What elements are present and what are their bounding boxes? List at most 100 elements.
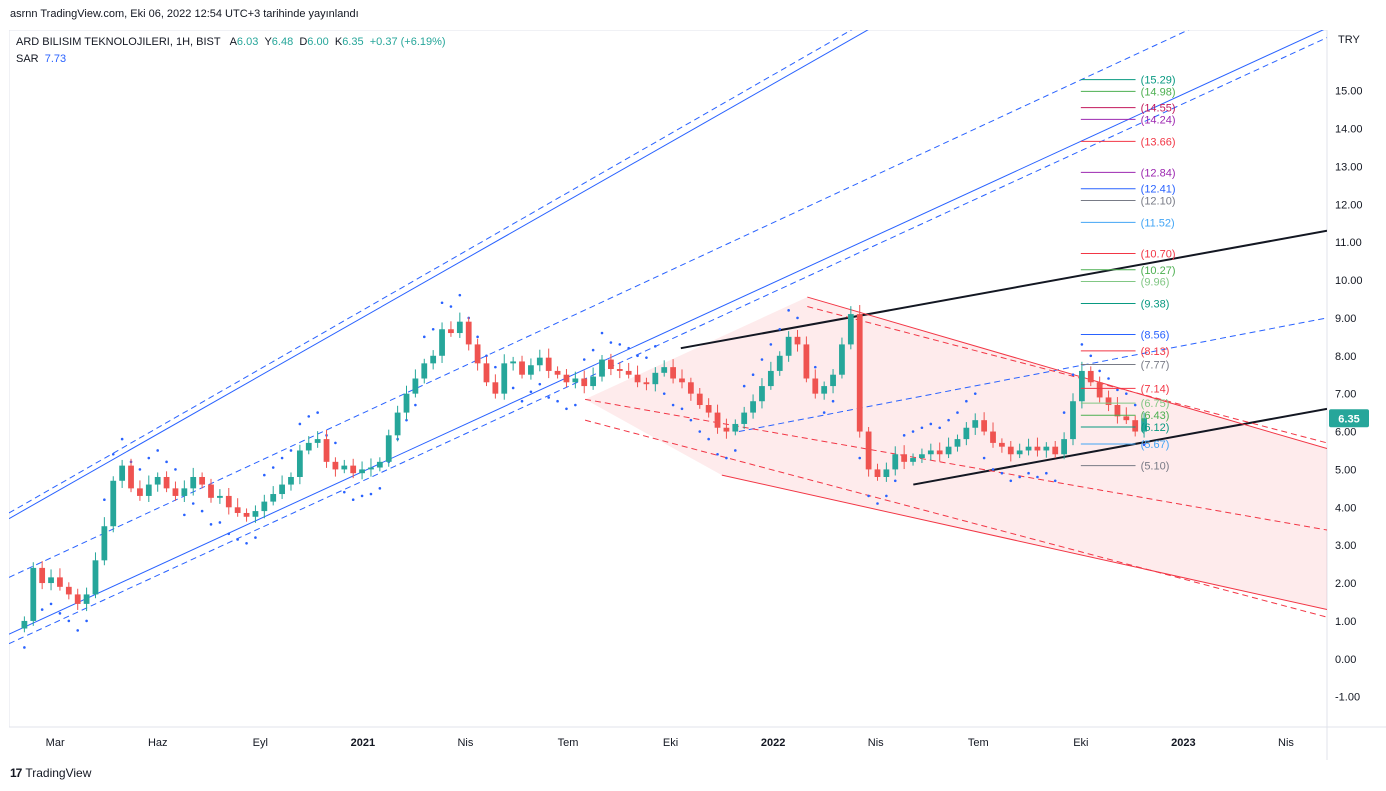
candle-body[interactable] [510,361,517,364]
candle-body[interactable] [803,344,810,379]
candle-body[interactable] [927,450,934,455]
candle-body[interactable] [1007,446,1014,455]
candle-body[interactable] [83,594,90,604]
candle-body[interactable] [910,458,916,462]
candle-body[interactable] [1052,446,1059,455]
level-label[interactable]: (7.77) [1141,359,1170,371]
level-label[interactable]: (5.67) [1141,439,1170,451]
candle-body[interactable] [359,469,365,474]
candle-body[interactable] [599,359,605,377]
candle-body[interactable] [1087,370,1094,383]
candle-body[interactable] [705,405,712,413]
candle-body[interactable] [172,488,179,496]
level-label[interactable]: (11.52) [1141,217,1175,229]
candle-body[interactable] [856,314,863,432]
chart-svg[interactable]: (15.29)(14.98) (14.55)(14.24) (13.66) (12.8… [8,29,1386,760]
candle-body[interactable] [519,361,525,375]
candle-body[interactable] [652,372,659,385]
candle-body[interactable] [483,363,490,383]
candle-body[interactable] [323,439,330,462]
level-label[interactable]: (8.13) [1141,346,1170,358]
candle-body[interactable] [181,488,188,496]
candle-body[interactable] [376,461,383,468]
candle-body[interactable] [741,412,748,424]
candle-body[interactable] [1078,370,1085,402]
candle-body[interactable] [536,357,543,366]
candle-body[interactable] [21,620,28,629]
candle-body[interactable] [39,567,46,584]
candle-body[interactable] [1070,401,1076,440]
candle-body[interactable] [812,378,819,394]
candle-body[interactable] [296,450,303,477]
candle-body[interactable] [972,420,979,428]
candle-body[interactable] [590,376,597,387]
candle-body[interactable] [448,329,454,334]
candle-body[interactable] [554,370,561,375]
candle-body[interactable] [137,488,143,496]
candle-body[interactable] [314,439,321,443]
trendline-red-bottom[interactable] [721,474,1327,611]
candle-body[interactable] [1141,418,1147,432]
chart-area[interactable]: (15.29) (14.98) (14.55) (14.24) (13.66) (12.8… [8,29,1386,760]
candle-body[interactable] [119,465,126,481]
candle-body[interactable] [288,476,294,485]
candle-body[interactable] [679,378,685,383]
candle-body[interactable] [785,336,792,356]
candle-body[interactable] [30,567,37,621]
candle-body[interactable] [190,476,197,489]
candle-body[interactable] [847,314,854,345]
candle-body[interactable] [821,386,828,394]
candle-body[interactable] [403,393,410,413]
candle-body[interactable] [57,577,63,587]
sar-label[interactable]: SAR [16,53,39,65]
candle-body[interactable] [1025,446,1032,451]
level-label[interactable]: (10.70) [1141,248,1176,260]
candle-body[interactable] [759,386,765,402]
level-label[interactable]: (10.27) [1141,265,1176,277]
candle-body[interactable] [767,370,774,387]
candle-body[interactable] [252,511,259,517]
trendline-black-upper[interactable] [680,229,1327,350]
candle-body[interactable] [687,382,694,394]
candle-body[interactable] [421,363,428,379]
candle-body[interactable] [528,365,534,375]
trendline-channel-upper[interactable] [9,30,1327,520]
candle-body[interactable] [465,321,472,345]
trendline-channel-lower-outer[interactable] [9,37,1327,645]
candle-body[interactable] [1016,450,1023,455]
candle-body[interactable] [74,594,81,604]
candle-body[interactable] [830,374,836,387]
candle-body[interactable] [350,465,357,474]
level-label[interactable]: (12.84) [1141,167,1176,179]
candle-body[interactable] [936,450,943,455]
candle-body[interactable] [696,393,703,406]
candle-body[interactable] [865,431,872,470]
candle-body[interactable] [945,446,952,455]
candle-body[interactable] [990,431,996,443]
level-label[interactable]: (12.41) [1141,184,1176,196]
candle-body[interactable] [439,329,445,356]
trendline-red-top[interactable] [807,296,1327,450]
candle-body[interactable] [963,427,970,440]
candle-body[interactable] [145,484,152,496]
candle-body[interactable] [1061,439,1067,455]
candle-body[interactable] [154,476,161,485]
level-label[interactable]: (14.24) [1141,114,1176,126]
level-label[interactable]: (12.10) [1141,195,1176,207]
candle-body[interactable] [243,512,250,517]
symbol-name[interactable]: ARD BILISIM TEKNOLOJILERI, 1H, BIST [16,36,221,48]
candle-body[interactable] [394,412,401,436]
candle-body[interactable] [1123,416,1130,421]
candle-body[interactable] [954,439,961,447]
level-label[interactable]: (8.56) [1141,330,1170,342]
candle-body[interactable] [92,560,99,595]
footer-brand[interactable]: 17 TradingView [10,766,91,780]
level-label[interactable]: (9.38) [1141,298,1170,310]
candle-body[interactable] [545,357,552,371]
trendline-black-lower[interactable] [913,407,1327,486]
candle-body[interactable] [332,461,339,470]
candle-body[interactable] [661,367,668,373]
candle-body[interactable] [1034,446,1041,451]
candle-body[interactable] [616,369,623,371]
level-label[interactable]: (14.98) [1141,86,1176,98]
